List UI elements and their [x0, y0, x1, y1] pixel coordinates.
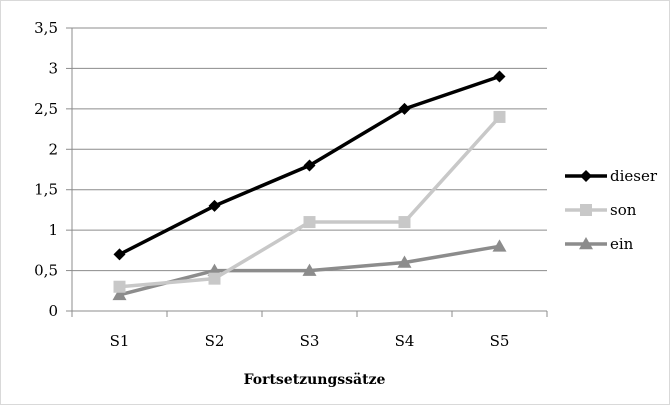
y-tick-label: 1: [48, 221, 58, 239]
data-point-ein: [112, 287, 127, 301]
data-point-ein: [492, 239, 507, 252]
x-tick-label: S3: [300, 332, 320, 350]
y-tick-label: 2: [48, 140, 58, 158]
y-tick-label: 1,5: [34, 181, 58, 199]
gridlines: [72, 27, 547, 272]
legend-marker-square: [580, 204, 592, 216]
y-tick-label: 3: [48, 59, 58, 77]
legend-item-ein: ein: [565, 235, 634, 253]
data-point-dieser: [113, 248, 126, 261]
series-son: [113, 110, 506, 293]
data-point-dieser: [208, 199, 221, 212]
legend-item-son: son: [565, 201, 637, 219]
y-tick-label: 0,5: [34, 262, 58, 280]
x-tick-label: S2: [205, 332, 225, 350]
legend-item-dieser: dieser: [565, 167, 658, 185]
data-point-son: [208, 272, 221, 285]
legend-label: ein: [610, 235, 634, 253]
data-point-ein: [397, 255, 412, 268]
data-point-son: [303, 216, 316, 229]
data-point-son: [398, 216, 411, 229]
data-point-son: [493, 110, 506, 123]
x-tick-label: S4: [395, 332, 415, 350]
data-point-dieser: [493, 70, 506, 83]
y-tick-label: 2,5: [34, 100, 58, 118]
legend-label: dieser: [610, 167, 658, 185]
legend-marker-diamond: [580, 170, 592, 182]
x-axis-title: Fortsetzungssätze: [244, 372, 386, 388]
y-tick-label: 3,5: [34, 19, 58, 37]
x-tick-label: S1: [110, 332, 130, 350]
legend-label: son: [610, 201, 637, 219]
series-dieser: [113, 70, 506, 261]
x-axis-ticks: S1 S2 S3 S4 S5: [71, 311, 548, 350]
data-point-dieser: [398, 102, 411, 115]
data-point-dieser: [303, 159, 316, 172]
y-tick-label: 0: [48, 302, 58, 320]
axes: [71, 28, 547, 312]
data-point-son: [113, 280, 126, 293]
series-line-son: [119, 115, 501, 289]
x-tick-label: S5: [490, 332, 510, 350]
legend-marker-triangle: [579, 237, 593, 250]
series-group: [112, 70, 507, 301]
series-ein: [112, 239, 507, 301]
data-point-ein: [302, 263, 317, 276]
legend: dieser son ein: [565, 167, 658, 253]
y-axis-ticks: 0 0,5 1 1,5 2 2,5 3 3,5: [34, 19, 72, 320]
